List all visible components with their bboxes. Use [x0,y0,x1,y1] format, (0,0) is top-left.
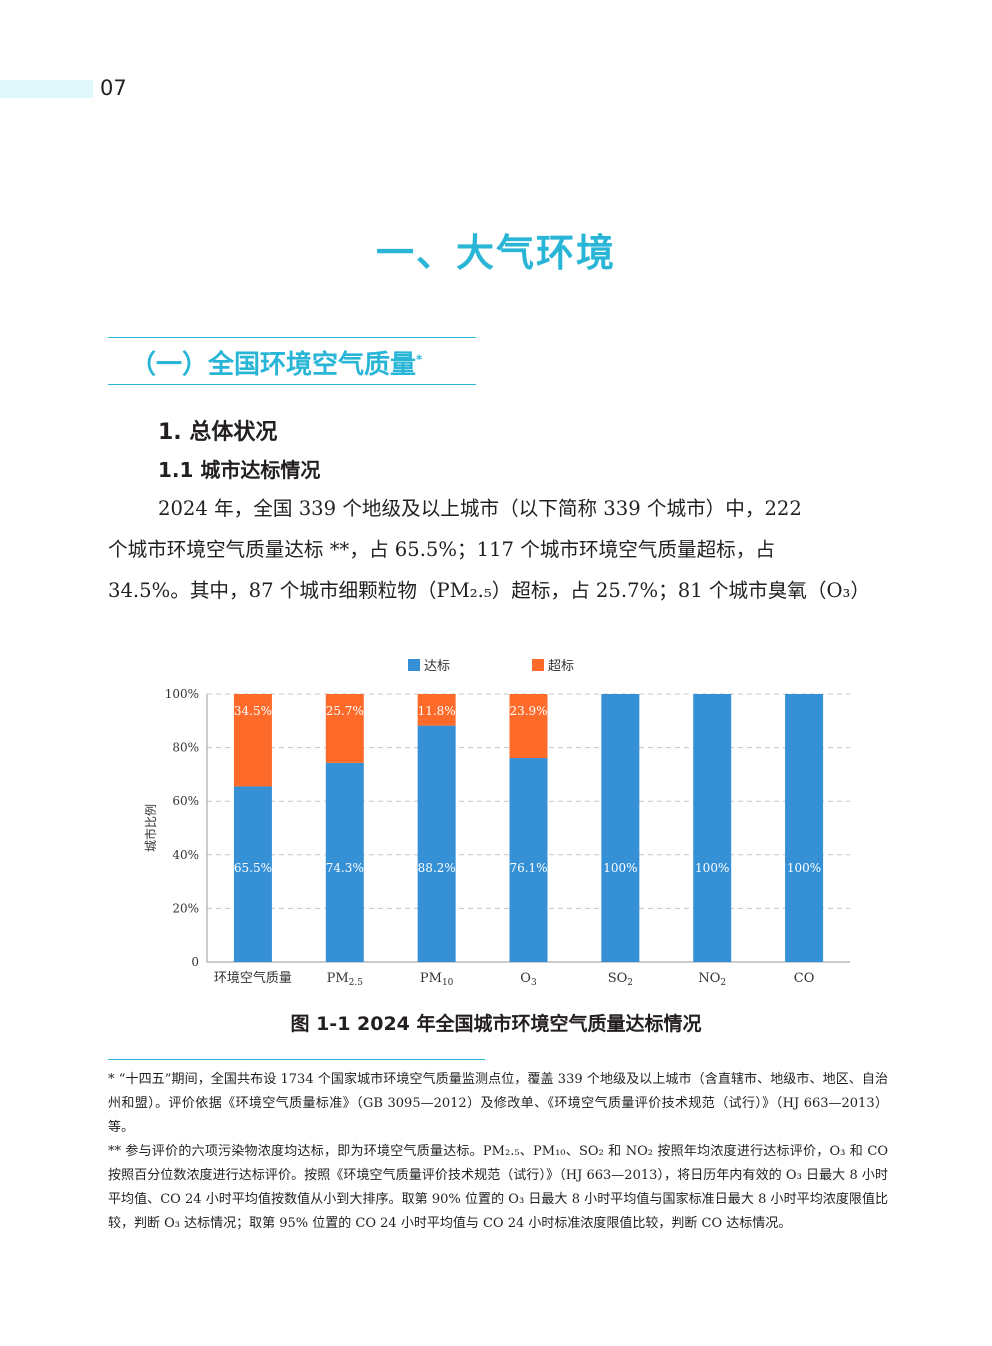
y-tick-label: 100% [165,687,199,701]
bar-exceeding [233,694,272,787]
x-tick-label: NO2 [698,971,726,988]
y-tick-label: 40% [172,848,199,862]
x-tick-label: O3 [520,971,537,988]
bar-exceeding [325,694,364,763]
data-label: 34.5% [234,704,272,718]
y-tick-label: 60% [172,794,199,808]
data-label: 100% [787,861,821,875]
x-tick-label: 环境空气质量 [214,970,292,986]
legend-swatch [532,659,544,671]
bar-compliant [785,694,824,962]
section-title-text: （一）全国环境空气质量 [130,350,417,380]
body-line: 个城市环境空气质量达标 **，占 65.5%；117 个城市环境空气质量超标，占 [108,538,775,561]
bar-compliant [417,725,456,962]
data-label: 11.8% [418,704,456,718]
page-number: 07 [100,76,127,100]
x-tick-label: PM10 [420,971,454,988]
body-paragraph: 2024 年，全国 339 个地级及以上城市（以下简称 339 个城市）中，22… [108,488,888,611]
footnote-2: ** 参与评价的六项污染物浓度均达标，即为环境空气质量达标。PM₂.₅、PM₁₀… [108,1144,888,1231]
figure-caption: 图 1-1 2024 年全国城市环境空气质量达标情况 [290,1013,702,1035]
section-footnote-marker: * [416,352,423,367]
x-tick-label: CO [794,971,815,986]
y-tick-label: 20% [172,901,199,915]
chart-svg: 0 20% 40% 60% 80% 100% 城市比例 65.5% 34.5% 环境空气质量 74.… [143,659,850,988]
data-label: 76.1% [509,861,547,875]
compliance-chart: 0 20% 40% 60% 80% 100% 城市比例 65.5% 34.5% 环境空气质量 74.… [130,650,860,999]
footnote-1: * “十四五”期间，全国共布设 1734 个国家城市环境空气质量监测点位，覆盖 … [108,1072,888,1135]
bar-exceeding [417,694,456,726]
data-label: 65.5% [234,861,272,875]
bar-compliant [233,786,272,962]
bar-compliant [601,694,640,962]
bar-compliant [325,762,364,962]
page-number-tab [0,80,93,98]
x-tick-label: SO2 [608,971,633,988]
heading-city-compliance: 1.1 城市达标情况 [158,458,321,482]
data-label: 74.3% [326,861,364,875]
body-line: 34.5%。其中，87 个城市细颗粒物（PM₂.₅）超标，占 25.7%；81 … [108,579,870,602]
footnote-divider [108,1059,485,1060]
data-label: 100% [603,861,637,875]
heading-overall: 1. 总体状况 [158,420,278,445]
footnotes: * “十四五”期间，全国共布设 1734 个国家城市环境空气质量监测点位，覆盖 … [108,1068,888,1236]
section-title: （一）全国环境空气质量* [130,344,422,381]
data-label: 25.7% [326,704,364,718]
legend-label: 达标 [424,659,450,674]
data-label: 88.2% [418,861,456,875]
y-tick-label: 80% [172,741,199,755]
legend-swatch [408,659,420,671]
body-line: 2024 年，全国 339 个地级及以上城市（以下简称 339 个城市）中，22… [158,497,802,520]
y-tick-label: 0 [191,955,199,969]
bar-exceeding [509,694,548,759]
data-label: 23.9% [509,704,547,718]
section-title-box: （一）全国环境空气质量* [108,337,476,385]
legend-label: 超标 [548,659,574,674]
y-axis-label: 城市比例 [143,804,158,852]
bar-compliant [693,694,732,962]
chapter-title: 一、大气环境 [375,231,616,275]
data-label: 100% [695,861,729,875]
bar-compliant [509,758,548,962]
x-tick-label: PM2.5 [327,971,364,988]
